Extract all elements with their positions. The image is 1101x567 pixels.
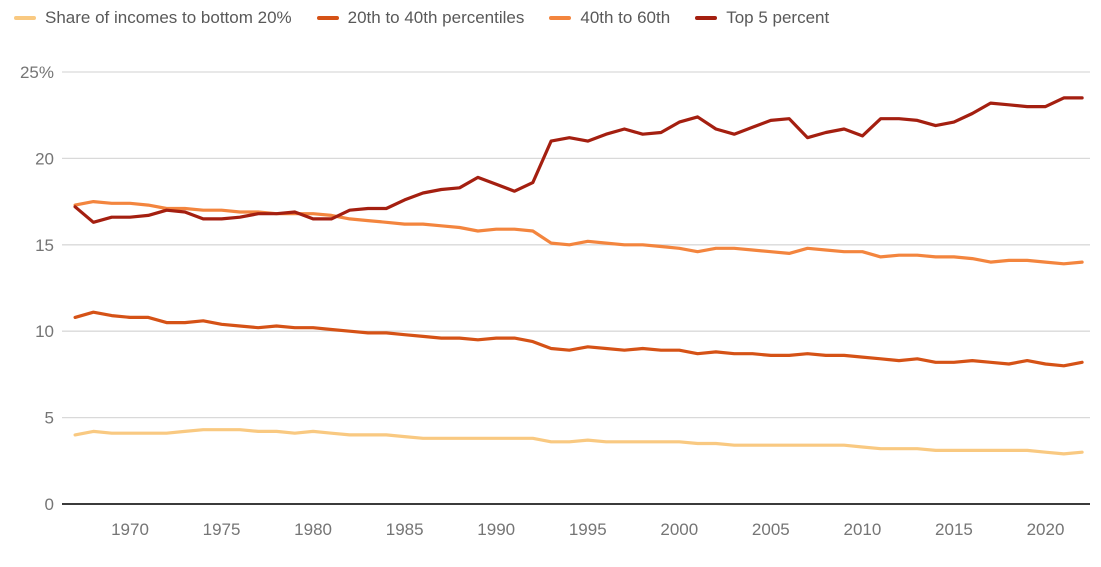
legend-item-share-of-incomes-to-bottom-20[interactable]: Share of incomes to bottom 20% <box>14 6 292 30</box>
series-line-20th-to-40th-percentiles[interactable] <box>73 310 1084 368</box>
legend-item-20th-to-40th-percentiles[interactable]: 20th to 40th percentiles <box>316 6 525 30</box>
legend-item-label: Top 5 percent <box>726 8 830 27</box>
legend-line-swatch-icon <box>549 16 572 20</box>
x-tick-label-2005: 2005 <box>752 520 790 539</box>
series-line-share-of-incomes-to-bottom-20[interactable] <box>73 428 1084 456</box>
x-tick-label-1985: 1985 <box>386 520 424 539</box>
y-tick-label-20: 20 <box>35 149 54 168</box>
x-tick-label-2020: 2020 <box>1027 520 1065 539</box>
y-tick-label-5: 5 <box>45 409 54 428</box>
legend-item-label: 40th to 60th <box>580 8 671 27</box>
x-tick-label-1980: 1980 <box>294 520 332 539</box>
legend-item-40th-to-60th[interactable]: 40th to 60th <box>549 6 670 30</box>
x-tick-label-1975: 1975 <box>203 520 241 539</box>
legend-item-label: 20th to 40th percentiles <box>347 8 525 27</box>
legend-line-swatch-icon <box>14 16 36 20</box>
legend-item-label: Share of incomes to bottom 20% <box>45 8 292 27</box>
series-line-40th-to-60th[interactable] <box>73 200 1084 266</box>
series-line-top-5-percent[interactable] <box>73 96 1084 224</box>
legend-item-top-5-percent[interactable]: Top 5 percent <box>695 6 829 30</box>
legend-line-swatch-icon <box>695 16 718 20</box>
legend: Share of incomes to bottom 20% 20th to 40… <box>14 6 829 30</box>
y-tick-label-15: 15 <box>35 236 54 255</box>
x-tick-label-1970: 1970 <box>111 520 149 539</box>
y-tick-label-0: 0 <box>45 495 54 514</box>
x-tick-label-1995: 1995 <box>569 520 607 539</box>
x-tick-label-2015: 2015 <box>935 520 973 539</box>
legend-line-swatch-icon <box>316 16 339 20</box>
x-tick-label-2010: 2010 <box>843 520 881 539</box>
y-tick-label-25: 25% <box>20 63 54 82</box>
y-tick-label-10: 10 <box>35 322 54 341</box>
x-tick-label-1990: 1990 <box>477 520 515 539</box>
x-tick-label-2000: 2000 <box>660 520 698 539</box>
